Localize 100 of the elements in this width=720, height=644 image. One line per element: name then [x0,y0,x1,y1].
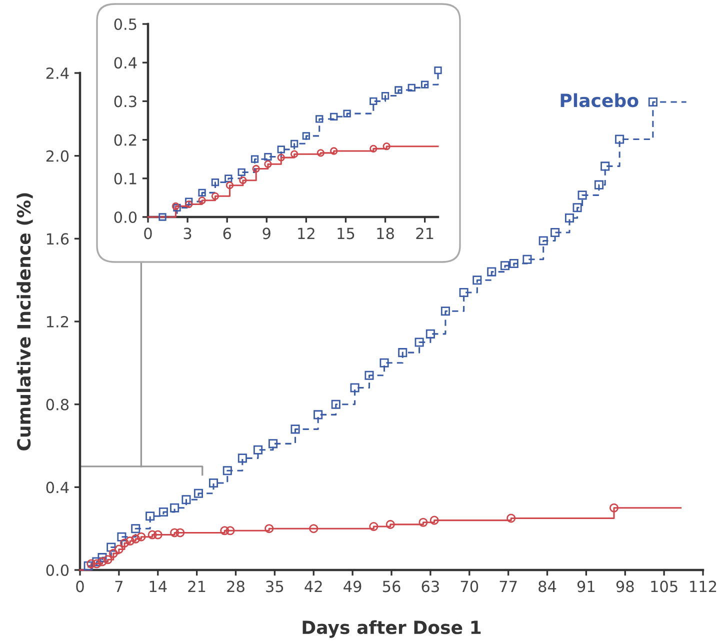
point [648,97,658,107]
point [126,536,135,546]
x-axis-title: Days after Dose 1 [302,620,481,638]
y-tick-label: 0.0 [46,564,69,576]
y-tick-label: 0.8 [46,398,69,410]
point [459,288,468,298]
point [500,261,510,270]
x-tick-label: 18 [377,228,394,240]
point [343,110,351,118]
point [330,147,338,155]
point [208,478,218,488]
point [564,213,574,222]
point [146,512,155,521]
point [185,200,193,208]
point [238,454,247,463]
point [309,524,318,534]
x-tick-label: 0 [144,228,152,240]
point [290,424,300,434]
x-tick-label: 70 [460,580,478,592]
x-tick-label: 3 [184,228,192,240]
point [131,534,140,544]
point [290,150,298,158]
point [98,553,107,562]
x-tick-label: 63 [422,580,439,592]
point [264,160,272,168]
point [182,495,191,504]
point [198,196,206,204]
point [600,162,610,171]
x-tick-label: 77 [500,580,517,592]
point [136,532,146,542]
x-tick-label: 56 [382,580,400,592]
point [185,198,193,206]
y-tick-label: 0.5 [114,18,136,30]
point [226,182,234,190]
point [398,348,408,358]
point [594,180,604,190]
point [290,140,298,148]
point [316,149,324,157]
point [277,146,285,154]
point [550,228,560,237]
point [253,445,263,454]
point [522,254,532,264]
point [615,134,624,144]
point [224,174,232,182]
point [572,203,582,212]
point [176,528,185,538]
y-tick-label: 1.2 [46,316,68,328]
point [211,192,220,200]
point [370,144,378,152]
point [472,276,482,285]
y-tick-label: 0.4 [114,57,137,69]
x-tick-label: 28 [227,580,244,592]
point [330,112,338,120]
point [316,115,324,123]
x-tick-label: 15 [338,228,354,240]
x-tick-label: 42 [304,580,322,592]
point [369,522,378,532]
x-tick-label: 14 [150,580,167,592]
y-tick-label: 1.6 [46,233,69,245]
point [421,80,429,88]
x-tick-label: 98 [616,580,634,592]
point [430,516,439,525]
point [98,557,107,566]
point [426,329,435,338]
point [268,439,278,448]
x-tick-label: 84 [538,580,556,592]
point [131,524,140,534]
point [364,370,374,380]
point [170,503,180,512]
point [509,259,518,268]
point [117,532,126,542]
x-tick-label: 105 [651,580,678,592]
point [250,155,259,163]
point [239,176,247,184]
point [350,383,360,392]
point [148,530,157,540]
point [386,520,395,529]
point [331,400,340,409]
series-label: Placebo [560,93,638,108]
point [440,306,450,316]
point [487,267,496,276]
y-axis-title: Cumulative Incidence (%) [16,193,33,450]
point [252,164,260,173]
point [170,528,180,538]
x-tick-label: 6 [223,228,231,240]
point [264,524,274,534]
point [408,84,416,92]
point [578,190,587,200]
y-tick-label: 0.1 [114,172,136,184]
point [538,236,548,246]
point [434,66,442,74]
x-tick-label: 12 [298,228,314,240]
point [158,213,166,221]
point [211,178,220,186]
x-tick-label: 0 [76,580,84,592]
x-tick-label: 91 [577,580,594,592]
point [103,555,112,564]
x-tick-label: 9 [262,228,270,240]
point [609,503,619,512]
x-tick-label: 112 [690,580,716,592]
